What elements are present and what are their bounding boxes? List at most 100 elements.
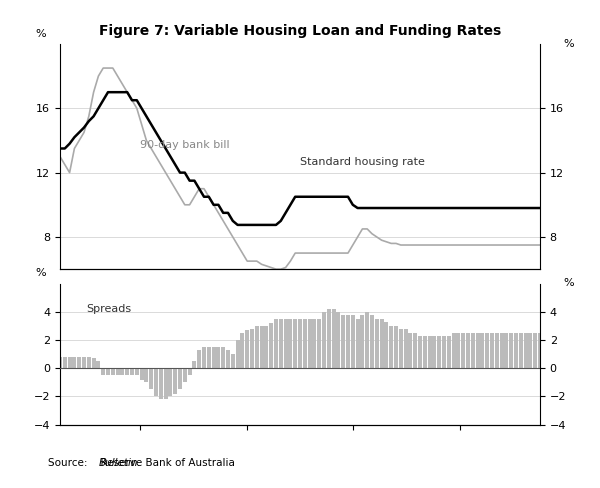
Bar xyxy=(101,368,105,375)
Bar xyxy=(418,336,422,368)
Bar xyxy=(471,333,475,368)
Bar xyxy=(58,357,62,368)
Bar xyxy=(322,312,326,368)
Bar xyxy=(428,336,431,368)
Bar xyxy=(361,315,364,368)
Bar xyxy=(351,315,355,368)
Bar xyxy=(505,333,508,368)
Y-axis label: %: % xyxy=(563,40,574,49)
Bar xyxy=(92,358,95,368)
Y-axis label: %: % xyxy=(35,268,46,278)
Bar xyxy=(121,368,124,375)
Bar xyxy=(279,319,283,368)
Bar xyxy=(135,368,139,375)
Bar xyxy=(457,333,460,368)
Y-axis label: %: % xyxy=(563,278,574,288)
Bar xyxy=(317,319,321,368)
Bar xyxy=(82,357,86,368)
Bar xyxy=(207,347,211,368)
Bar xyxy=(490,333,494,368)
Bar xyxy=(341,315,345,368)
Text: Standard housing rate: Standard housing rate xyxy=(300,157,425,166)
Bar xyxy=(337,312,340,368)
Bar xyxy=(260,326,263,368)
Bar xyxy=(500,333,503,368)
Bar xyxy=(370,315,374,368)
Bar xyxy=(68,357,71,368)
Bar xyxy=(332,309,335,368)
Bar xyxy=(169,368,172,396)
Bar xyxy=(265,326,268,368)
Bar xyxy=(183,368,187,382)
Text: Spreads: Spreads xyxy=(86,304,132,314)
Bar xyxy=(533,333,537,368)
Bar xyxy=(63,357,67,368)
Bar xyxy=(289,319,292,368)
Bar xyxy=(538,333,542,368)
Bar xyxy=(193,361,196,368)
Text: Figure 7: Variable Housing Loan and Funding Rates: Figure 7: Variable Housing Loan and Fund… xyxy=(99,24,501,39)
Bar xyxy=(111,368,115,375)
Bar xyxy=(447,336,451,368)
Bar xyxy=(217,347,220,368)
Bar xyxy=(245,330,249,368)
Bar xyxy=(437,336,441,368)
Bar xyxy=(327,309,331,368)
Bar xyxy=(385,322,388,368)
Bar xyxy=(241,333,244,368)
Bar xyxy=(476,333,479,368)
Bar xyxy=(87,357,91,368)
Bar xyxy=(375,319,379,368)
Bar xyxy=(365,312,369,368)
Y-axis label: %: % xyxy=(35,29,46,40)
Bar xyxy=(221,347,225,368)
Bar xyxy=(140,368,143,380)
Bar xyxy=(269,323,273,368)
Bar xyxy=(298,319,302,368)
Bar xyxy=(274,319,278,368)
Bar xyxy=(485,333,489,368)
Bar xyxy=(466,333,470,368)
Bar xyxy=(178,368,182,389)
Bar xyxy=(452,333,455,368)
Bar xyxy=(197,350,201,368)
Bar xyxy=(346,315,350,368)
Bar xyxy=(313,319,316,368)
Bar xyxy=(380,319,383,368)
Bar xyxy=(130,368,134,375)
Bar xyxy=(404,329,407,368)
Bar xyxy=(236,340,239,368)
Bar xyxy=(413,333,417,368)
Bar xyxy=(495,333,499,368)
Bar xyxy=(212,347,215,368)
Bar xyxy=(73,357,76,368)
Bar xyxy=(255,326,259,368)
Bar xyxy=(77,357,81,368)
Bar xyxy=(481,333,484,368)
Bar xyxy=(173,368,177,394)
Bar xyxy=(97,361,100,368)
Text: 90-day bank bill: 90-day bank bill xyxy=(140,141,230,150)
Bar xyxy=(250,329,254,368)
Bar xyxy=(509,333,513,368)
Bar xyxy=(356,319,359,368)
Bar xyxy=(433,336,436,368)
Bar xyxy=(514,333,518,368)
Bar xyxy=(116,368,119,375)
Bar xyxy=(284,319,287,368)
Bar xyxy=(145,368,148,382)
Bar xyxy=(226,350,230,368)
Bar xyxy=(442,336,446,368)
Bar xyxy=(149,368,153,389)
Bar xyxy=(125,368,129,375)
Bar xyxy=(231,354,235,368)
Bar xyxy=(154,368,158,396)
Text: Source:    Reserve Bank of Australia: Source: Reserve Bank of Australia xyxy=(48,459,238,468)
Bar xyxy=(389,326,393,368)
Bar xyxy=(188,368,191,375)
Bar xyxy=(164,368,167,399)
Bar xyxy=(106,368,110,375)
Bar xyxy=(159,368,163,399)
Bar xyxy=(394,326,398,368)
Bar xyxy=(303,319,307,368)
